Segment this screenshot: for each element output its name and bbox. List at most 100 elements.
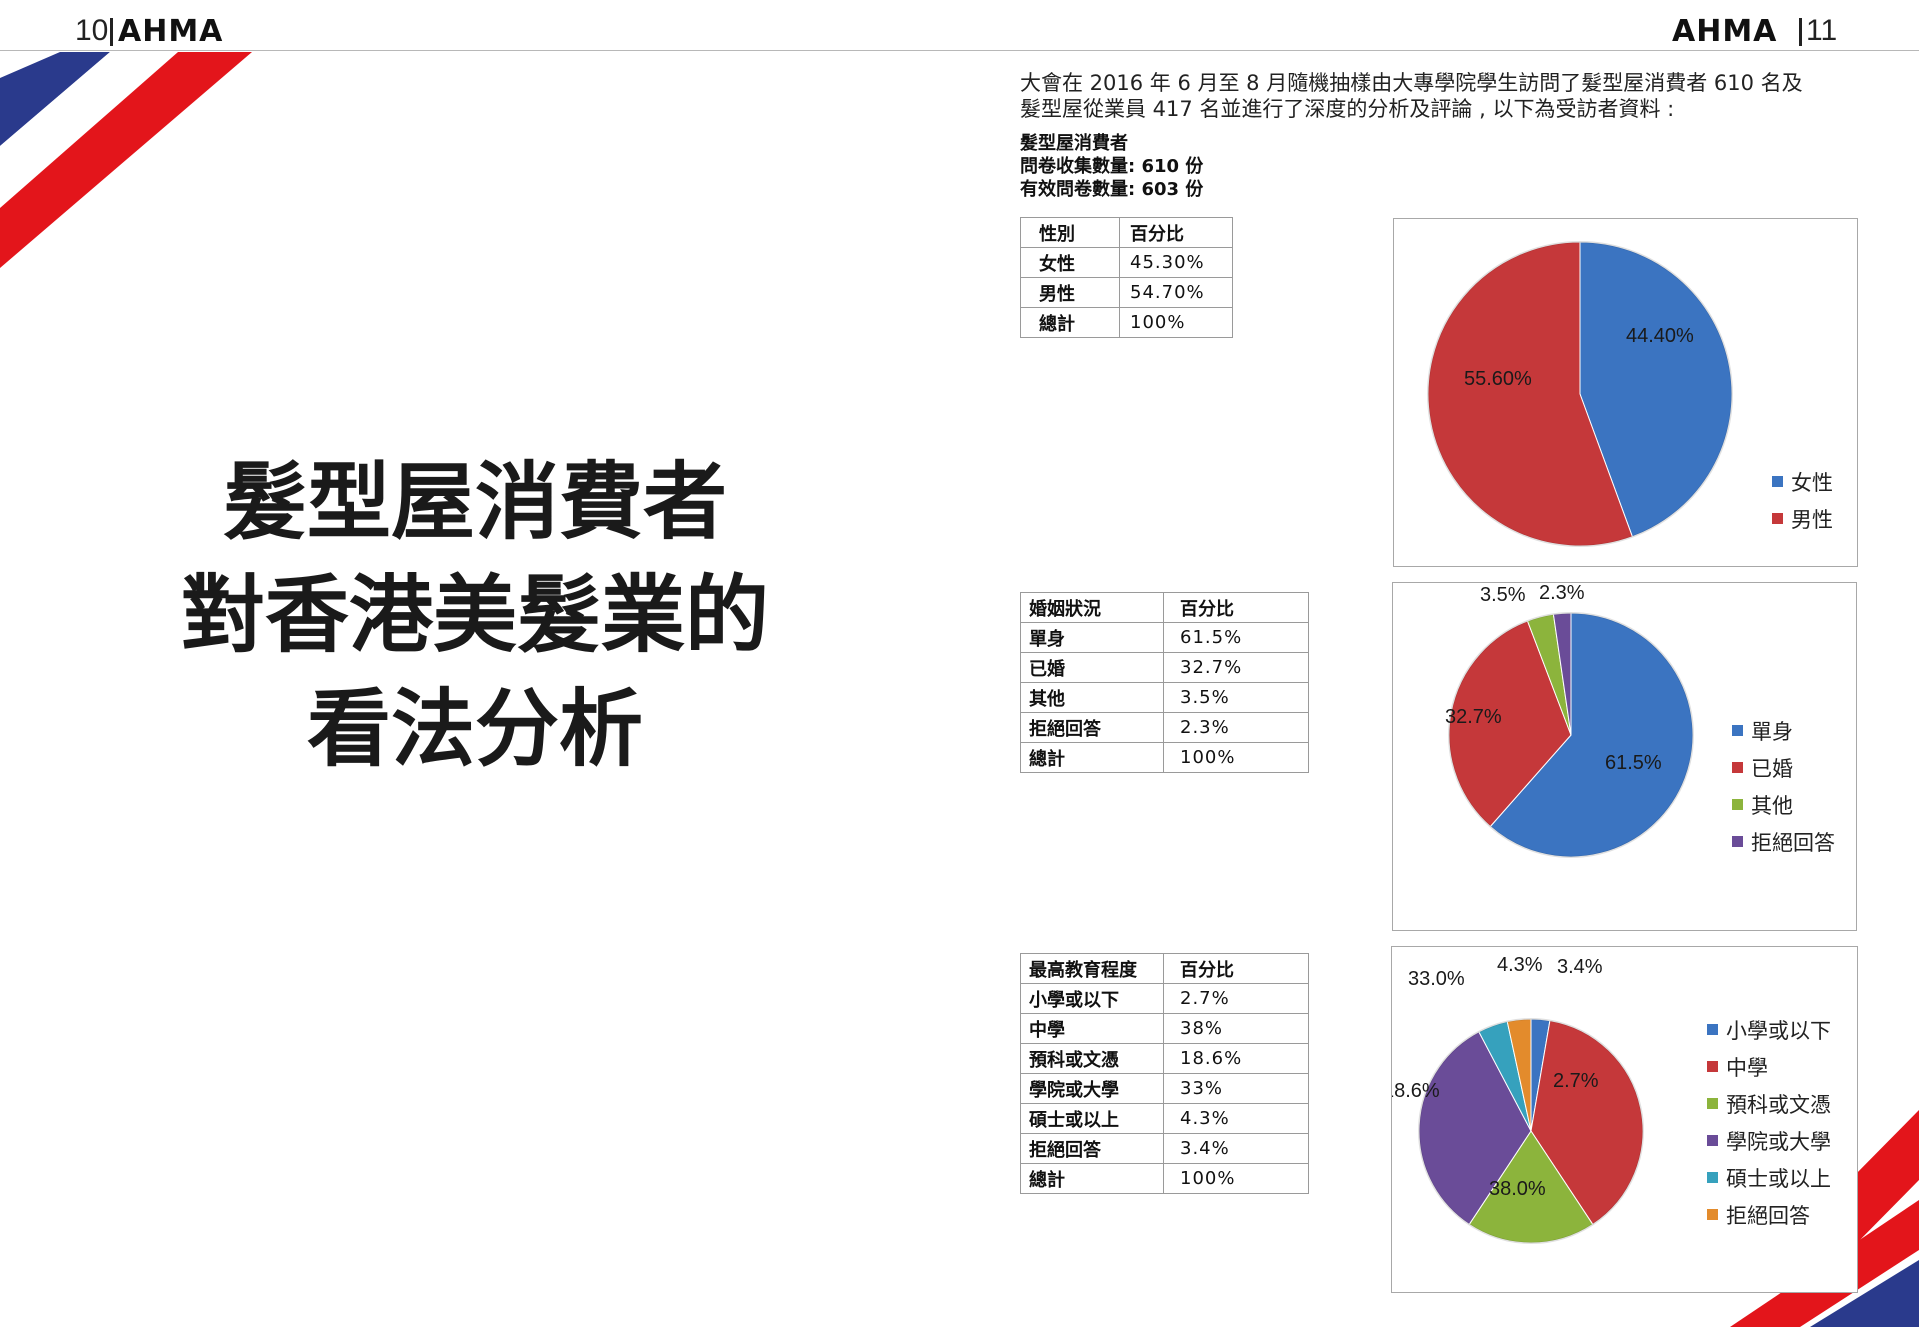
- legend-item: 碩士或以上: [1707, 1159, 1831, 1196]
- summary-valid: 有效問卷數量: 603 份: [1020, 179, 1204, 200]
- intro-line-1: 大會在 2016 年 6 月至 8 月隨機抽樣由大專學院學生訪問了髮型屋消費者 …: [1020, 71, 1803, 95]
- table-cell: 學院或大學: [1020, 1073, 1164, 1104]
- pie-slice: [1506, 1018, 1532, 1132]
- table-row: 男性 54.70%: [1020, 277, 1233, 308]
- pie-slice: [1552, 612, 1572, 736]
- table-cell: 拒絕回答: [1020, 1133, 1164, 1164]
- legend-label: 中學: [1726, 1055, 1768, 1080]
- table-header-cell: 百分比: [1163, 592, 1309, 623]
- table-header-cell: 百分比: [1119, 217, 1233, 248]
- pie-slice: [1418, 1031, 1532, 1226]
- table-cell: 61.5%: [1163, 622, 1309, 653]
- table-cell: 32.7%: [1163, 652, 1309, 683]
- table-row: 已婚 32.7%: [1020, 652, 1309, 683]
- legend-item: 預科或文憑: [1707, 1085, 1831, 1122]
- table-cell: 碩士或以上: [1020, 1103, 1164, 1134]
- table-header-cell: 百分比: [1163, 953, 1309, 984]
- legend-swatch: [1732, 836, 1743, 847]
- intro-line-2: 髮型屋從業員 417 名並進行了深度的分析及評論 , 以下為受訪者資料 :: [1020, 97, 1675, 121]
- data-label: 33.0%: [1408, 968, 1465, 990]
- pie-slice: [1427, 241, 1634, 547]
- table-row: 總計 100%: [1020, 1163, 1309, 1194]
- education-table: 最高教育程度 百分比 小學或以下 2.7% 中學 38% 預科或文憑 18.6% 學院…: [1020, 953, 1309, 1194]
- gender-pie-chart: 44.40% 55.60%: [1427, 241, 1733, 547]
- left-page-number: 10: [75, 14, 109, 47]
- education-legend: 小學或以下 中學 預科或文憑 學院或大學 碩士或以上 拒絕回答: [1707, 1011, 1831, 1233]
- table-cell: 54.70%: [1119, 277, 1233, 308]
- right-logo: AHMA: [1672, 14, 1778, 49]
- marital-pie-chart: 61.5% 32.7% 3.5% 2.3%: [1445, 582, 1694, 858]
- left-header-bar: [110, 18, 113, 46]
- data-label: 18.6%: [1392, 1080, 1440, 1102]
- right-page-number: 11: [1806, 14, 1838, 47]
- legend-item: 拒絕回答: [1732, 823, 1835, 860]
- table-cell: 100%: [1119, 307, 1233, 338]
- table-row: 中學 38%: [1020, 1013, 1309, 1044]
- table-cell: 總計: [1020, 1163, 1164, 1194]
- table-header-cell: 性別: [1020, 217, 1120, 248]
- table-row: 性別 百分比: [1020, 217, 1233, 248]
- table-cell: 小學或以下: [1020, 983, 1164, 1014]
- legend-item: 男性: [1772, 500, 1833, 537]
- pie-slice: [1530, 1020, 1644, 1226]
- legend-label: 單身: [1751, 719, 1793, 744]
- data-label: 2.3%: [1539, 583, 1585, 604]
- legend-label: 拒絕回答: [1726, 1203, 1810, 1228]
- stripe-decoration-top-left: [0, 52, 252, 268]
- legend-label: 碩士或以上: [1726, 1166, 1831, 1191]
- data-label: 4.3%: [1497, 954, 1543, 976]
- legend-label: 其他: [1751, 793, 1793, 818]
- table-cell: 總計: [1020, 742, 1164, 773]
- data-label: 44.40%: [1626, 325, 1694, 347]
- table-cell: 45.30%: [1119, 247, 1233, 278]
- legend-label: 小學或以下: [1726, 1018, 1831, 1043]
- pie-slice: [1468, 1130, 1594, 1244]
- table-row: 學院或大學 33%: [1020, 1073, 1309, 1104]
- table-row: 其他 3.5%: [1020, 682, 1309, 713]
- legend-item: 中學: [1707, 1048, 1831, 1085]
- gender-chart-box: 44.40% 55.60% 女性 男性: [1393, 218, 1858, 567]
- table-row: 小學或以下 2.7%: [1020, 983, 1309, 1014]
- legend-swatch: [1707, 1098, 1718, 1109]
- education-pie-chart: 2.7% 38.0% 18.6% 33.0% 4.3% 3.4%: [1383, 954, 1644, 1244]
- legend-item: 女性: [1772, 463, 1833, 500]
- legend-swatch: [1707, 1209, 1718, 1220]
- table-cell: 女性: [1020, 247, 1120, 278]
- data-label: 55.60%: [1464, 368, 1532, 390]
- summary-collected: 問卷收集數量: 610 份: [1020, 156, 1204, 177]
- data-label: 38.0%: [1489, 1178, 1546, 1200]
- table-cell: 中學: [1020, 1013, 1164, 1044]
- header-divider: [0, 50, 1919, 51]
- summary-heading: 髮型屋消費者: [1020, 133, 1128, 154]
- data-label: 3.4%: [1557, 956, 1603, 978]
- table-cell: 33%: [1163, 1073, 1309, 1104]
- table-header-cell: 最高教育程度: [1020, 953, 1164, 984]
- table-row: 總計 100%: [1020, 742, 1309, 773]
- legend-swatch: [1732, 725, 1743, 736]
- gender-table: 性別 百分比 女性 45.30% 男性 54.70% 總計 100%: [1020, 217, 1233, 338]
- table-cell: 100%: [1163, 1163, 1309, 1194]
- table-row: 預科或文憑 18.6%: [1020, 1043, 1309, 1074]
- main-title-line-1: 髮型屋消費者: [222, 453, 727, 551]
- legend-swatch: [1772, 513, 1783, 524]
- legend-label: 預科或文憑: [1726, 1092, 1831, 1117]
- legend-swatch: [1707, 1172, 1718, 1183]
- table-row: 拒絕回答 3.4%: [1020, 1133, 1309, 1164]
- table-row: 單身 61.5%: [1020, 622, 1309, 653]
- legend-item: 其他: [1732, 786, 1835, 823]
- pie-slice: [1579, 241, 1733, 538]
- legend-label: 拒絕回答: [1751, 830, 1835, 855]
- legend-swatch: [1732, 799, 1743, 810]
- right-header-bar: [1799, 18, 1802, 46]
- legend-label: 學院或大學: [1726, 1129, 1831, 1154]
- legend-swatch: [1732, 762, 1743, 773]
- table-row: 女性 45.30%: [1020, 247, 1233, 278]
- data-label: 2.7%: [1553, 1070, 1599, 1092]
- table-row: 婚姻狀況 百分比: [1020, 592, 1309, 623]
- table-header-cell: 婚姻狀況: [1020, 592, 1164, 623]
- gender-legend: 女性 男性: [1772, 463, 1833, 537]
- table-row: 碩士或以上 4.3%: [1020, 1103, 1309, 1134]
- table-row: 拒絕回答 2.3%: [1020, 712, 1309, 743]
- table-cell: 拒絕回答: [1020, 712, 1164, 743]
- table-cell: 4.3%: [1163, 1103, 1309, 1134]
